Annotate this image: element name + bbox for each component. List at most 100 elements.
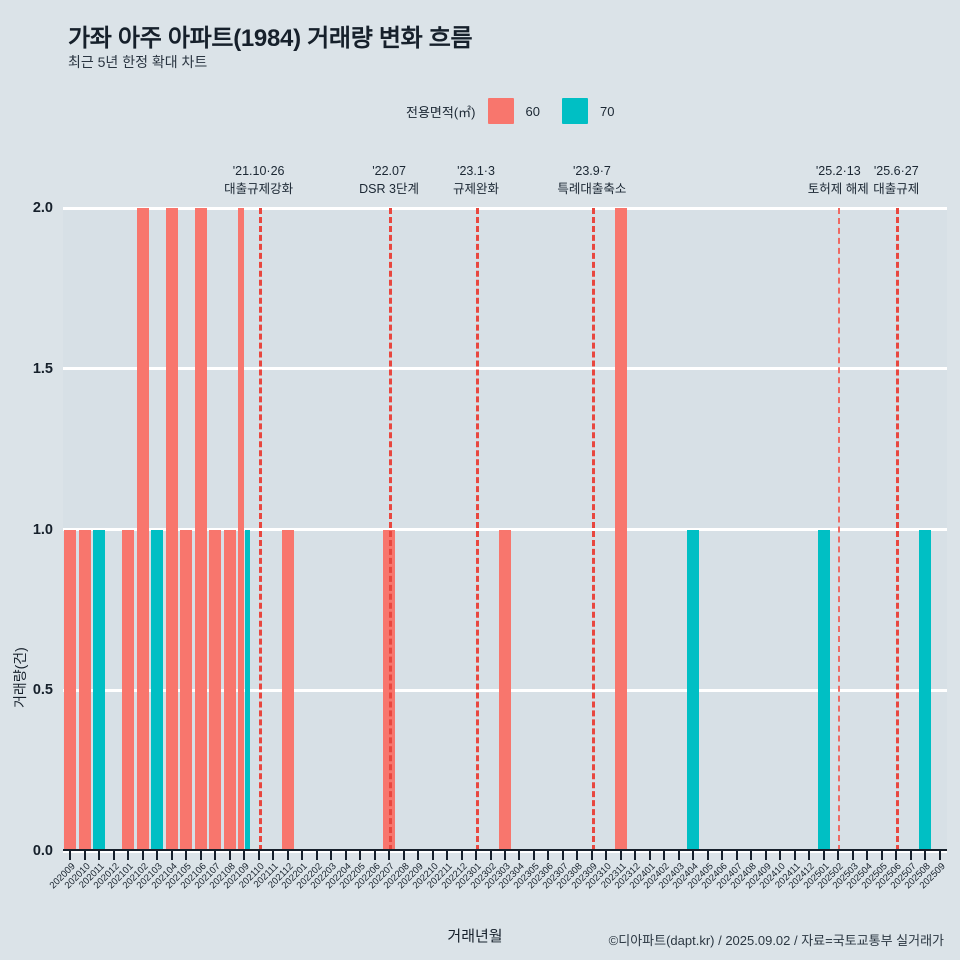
x-axis-tickmark	[504, 851, 506, 860]
x-axis-tickmark	[605, 851, 608, 860]
x-axis-tickmark	[793, 851, 796, 860]
x-axis-tickmark	[141, 851, 144, 860]
x-axis-tickmark	[677, 851, 680, 860]
x-axis-tickmark	[286, 851, 289, 860]
bar	[687, 529, 700, 851]
plot-area	[63, 206, 947, 853]
x-axis-tickmark	[619, 851, 622, 860]
x-axis-tickmark	[663, 851, 666, 860]
x-axis-tickmark	[69, 851, 72, 860]
x-axis-line	[63, 849, 947, 851]
x-axis-tickmark	[822, 851, 825, 860]
x-axis-tickmark	[199, 851, 202, 860]
page-title: 가좌 아주 아파트(1984) 거래량 변화 흐름	[68, 25, 473, 52]
legend-title: 전용면적(㎡)	[406, 104, 476, 120]
gridline	[63, 206, 947, 210]
x-axis-tickmark	[228, 851, 231, 860]
event-label-date: '21.10·26	[232, 164, 285, 178]
x-axis-tickmark	[373, 851, 376, 860]
x-axis-tickmark	[127, 851, 130, 860]
x-axis-tickmark	[170, 851, 173, 860]
event-label-text: 특례대출축소	[557, 182, 627, 197]
event-label-date: '23.1·3	[457, 164, 495, 178]
x-axis-tickmark	[344, 851, 347, 860]
x-axis-tickmark	[156, 851, 159, 860]
y-axis-tick-label: 1.5	[32, 360, 53, 377]
event-label: '25.2·13 토허제 해제	[808, 162, 869, 198]
event-label-text: 규제완화	[453, 182, 500, 197]
x-axis-tickmark	[489, 851, 492, 860]
x-axis-tickmark	[547, 851, 550, 860]
bar	[281, 529, 294, 851]
bar	[244, 529, 251, 851]
x-axis-tickmark	[330, 851, 333, 860]
x-axis-tickmark	[692, 851, 695, 860]
bar	[136, 208, 149, 851]
x-axis-tickmark	[576, 851, 579, 860]
event-line	[389, 208, 393, 851]
x-axis-tickmark	[446, 851, 449, 860]
x-axis-tickmark	[590, 851, 593, 860]
bar	[615, 208, 627, 851]
x-axis-tickmark	[185, 851, 188, 860]
event-label: '22.07 DSR 3단계	[359, 162, 419, 198]
y-axis-tick-label: 0.5	[32, 682, 53, 699]
x-axis-tickmark	[243, 851, 246, 860]
event-label-date: '22.07	[372, 164, 406, 178]
x-axis-tickmark	[837, 851, 840, 860]
bar	[919, 529, 932, 851]
y-axis-title: 거래량(건)	[12, 647, 28, 708]
page-subtitle: 최근 5년 한정 확대 차트	[68, 54, 208, 70]
x-axis-tickmark	[460, 851, 463, 860]
x-axis-tickmark	[532, 851, 535, 860]
x-axis-tickmark	[648, 851, 651, 860]
x-axis-tickmark	[359, 851, 362, 860]
bar	[64, 529, 77, 851]
x-axis-tickmark	[475, 851, 478, 860]
event-line	[476, 208, 480, 851]
event-label-date: '25.2·13	[815, 164, 861, 178]
event-label-text: DSR 3단계	[359, 182, 419, 197]
legend-swatch-70	[561, 98, 588, 124]
x-axis-tickmark	[735, 851, 738, 860]
bar	[93, 529, 106, 851]
event-label-text: 토허제 해제	[807, 182, 869, 197]
x-axis-tickmark	[402, 851, 405, 860]
x-axis-tickmark	[866, 851, 869, 860]
event-label-text: 대출규제	[873, 182, 920, 197]
x-axis-tickmark	[851, 851, 854, 860]
event-line	[838, 208, 841, 851]
legend-label-70: 70	[599, 103, 615, 119]
y-axis-tick-label: 1.0	[32, 521, 53, 538]
x-axis-tickmark	[257, 851, 260, 860]
y-axis-tick-label: 0.0	[32, 843, 53, 859]
footer-credit: ©디아파트(dapt.kr) / 2025.09.02 / 자료=국토교통부 실…	[608, 933, 944, 948]
bar	[78, 529, 91, 851]
bar	[180, 529, 193, 851]
x-axis-tickmark	[431, 851, 434, 860]
x-axis-title: 거래년월	[447, 928, 503, 945]
bar	[817, 529, 830, 851]
bar	[223, 529, 236, 851]
x-axis-tickmark	[561, 851, 564, 860]
y-axis: 거래량(건) 0.0 0.5 1.0 1.5 2.0	[0, 200, 63, 859]
x-axis-tickmark	[301, 851, 304, 860]
x-axis-tickmark	[924, 851, 927, 860]
x-axis-tickmark	[895, 851, 898, 860]
x-axis-tickmark	[808, 851, 811, 860]
x-axis-tickmark	[764, 851, 767, 860]
bar	[499, 529, 511, 851]
event-line	[258, 208, 262, 851]
x-axis-tickmark	[779, 851, 782, 860]
bar	[238, 208, 244, 851]
x-axis-tickmarks	[63, 851, 947, 861]
event-label: '21.10·26 대출규제강화	[224, 162, 293, 198]
legend-label-60: 60	[525, 103, 540, 119]
event-line	[591, 208, 595, 851]
bar	[194, 208, 207, 851]
gridline	[63, 367, 947, 371]
x-axis-labels: 202009 202010 202011 202012 202101 202102 2021…	[48, 861, 948, 921]
bar	[122, 529, 135, 851]
x-axis-tickmark	[112, 851, 115, 860]
